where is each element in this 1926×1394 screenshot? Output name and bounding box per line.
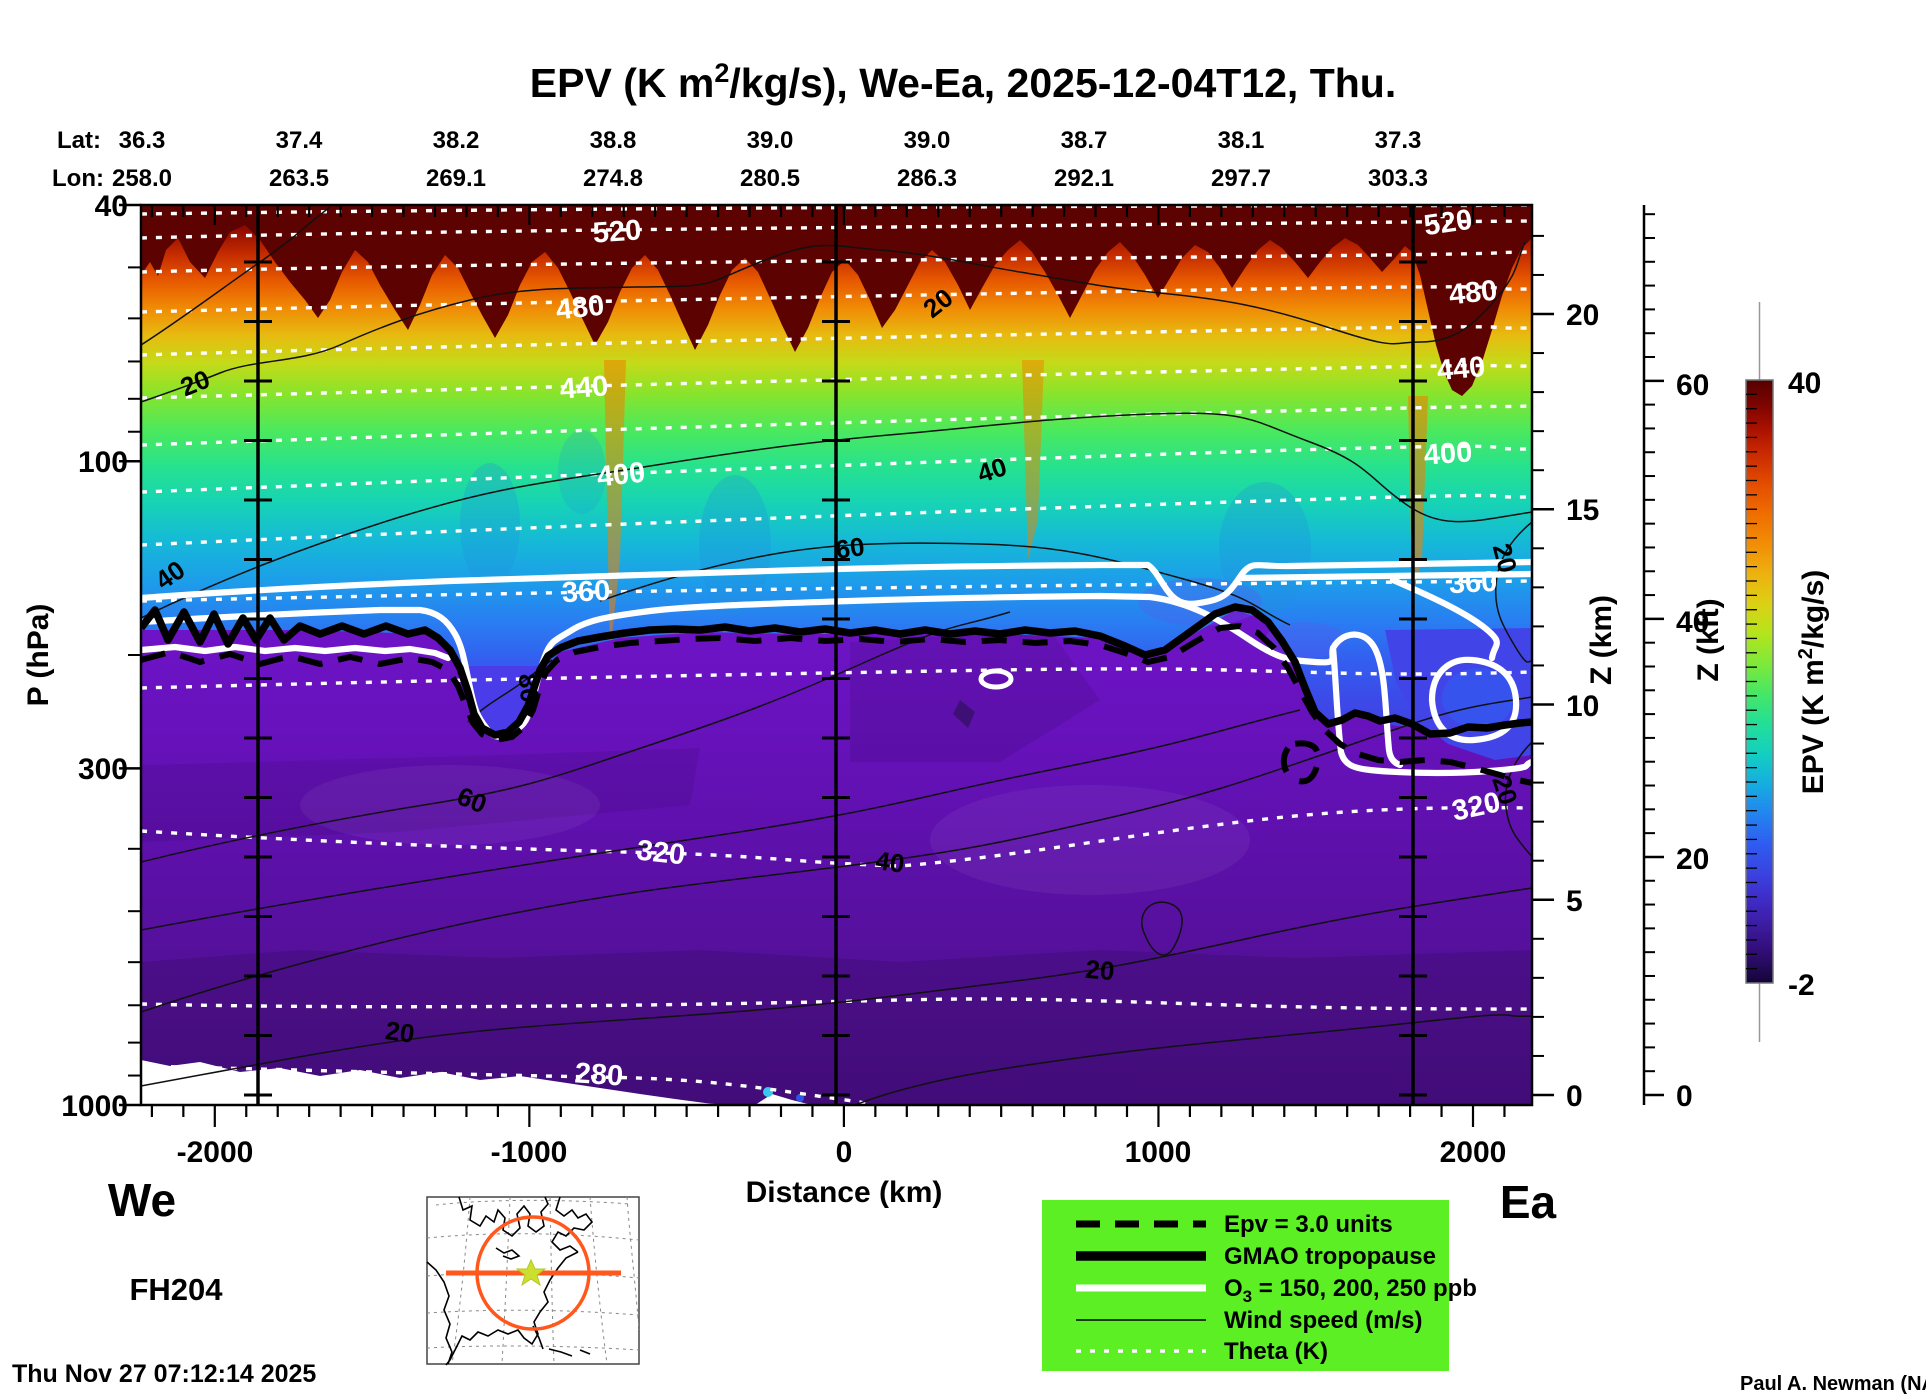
epv3-line [141, 622, 1532, 786]
theta-label: 520 [592, 214, 643, 249]
lat-value: 39.0 [747, 127, 794, 154]
x-axis-title: Distance (km) [746, 1176, 943, 1209]
theta-label: 480 [554, 290, 605, 327]
left-axis-ticks [119, 203, 141, 1107]
p-axis-title: P (hPa) [22, 604, 55, 707]
theta-label: 520 [1422, 204, 1474, 242]
flight-id-label: FH204 [129, 1272, 223, 1307]
x-tick-label: -2000 [177, 1136, 254, 1169]
lon-value: 269.1 [426, 165, 486, 192]
lat-value: 37.3 [1375, 127, 1422, 154]
theta-label: 440 [559, 370, 610, 405]
lat-row-label: Lat: [57, 127, 101, 154]
colorbar-ticks [1746, 393, 1757, 970]
lat-value: 36.3 [119, 127, 166, 154]
east-endpoint-label: Ea [1500, 1176, 1557, 1228]
kft-axis [1642, 205, 1664, 1105]
zkm-tick-label: 10 [1566, 690, 1599, 723]
x-tick-label: -1000 [491, 1136, 568, 1169]
wind-contours [141, 206, 1532, 1105]
lat-value: 37.4 [276, 127, 323, 154]
theta-label: 280 [574, 1057, 625, 1092]
west-endpoint-label: We [108, 1174, 176, 1226]
lon-value: 303.3 [1368, 165, 1428, 192]
map-location-star-icon [515, 1258, 547, 1287]
wind-label: 20 [384, 1015, 417, 1049]
zkft-tick-label: 20 [1676, 843, 1709, 876]
right-axis-kft-labels: 0 20 40 60 Z (kft) [1676, 369, 1725, 1113]
x-tick-label: 1000 [1125, 1136, 1192, 1169]
track-coordinates-header: Lat: 36.3 37.4 38.2 38.8 39.0 39.0 38.7 … [52, 127, 1428, 192]
wind-label: 80 [513, 672, 545, 703]
colorbar: 40 -2 EPV (K m2/kg/s) [1745, 302, 1830, 1042]
lat-value: 38.1 [1218, 127, 1265, 154]
lat-value: 38.7 [1061, 127, 1108, 154]
map-coastlines [426, 1196, 594, 1366]
lon-value: 258.0 [112, 165, 172, 192]
colorbar-min-label: -2 [1788, 969, 1815, 1002]
lon-value: 263.5 [269, 165, 329, 192]
zkft-axis-title: Z (kft) [1692, 598, 1725, 681]
lon-value: 297.7 [1211, 165, 1271, 192]
bottom-axis-labels: -2000 -1000 0 1000 2000 Distance (km) [177, 1136, 1507, 1209]
legend-label-tropopause: GMAO tropopause [1224, 1243, 1436, 1270]
wind-label: 60 [834, 531, 867, 565]
lon-value: 286.3 [897, 165, 957, 192]
x-tick-label: 2000 [1440, 1136, 1507, 1169]
timestamp-label: Thu Nov 27 07:12:14 2025 [12, 1360, 316, 1388]
p-tick-label: 1000 [61, 1090, 128, 1123]
theta-label: 360 [1448, 566, 1498, 600]
credit-label: Paul A. Newman (NASA [1740, 1373, 1926, 1394]
theta-label: 320 [635, 835, 686, 872]
x-tick-label: 0 [836, 1136, 853, 1169]
legend-box: Epv = 3.0 units GMAO tropopause O3 = 150… [1042, 1200, 1477, 1371]
colorbar-max-label: 40 [1788, 367, 1821, 400]
zkft-tick-label: 0 [1676, 1080, 1693, 1113]
legend-label-ozone: O3 = 150, 200, 250 ppb [1224, 1275, 1477, 1306]
zkm-axis-title: Z (km) [1585, 595, 1618, 685]
p-tick-label: 100 [78, 446, 128, 479]
wind-label: 20 [1084, 954, 1115, 986]
lon-value: 274.8 [583, 165, 643, 192]
right-axis-km-labels: 0 5 10 15 20 Z (km) [1566, 299, 1618, 1113]
tropopause-line [141, 603, 1532, 739]
lat-value: 38.2 [433, 127, 480, 154]
legend-label-epv3: Epv = 3.0 units [1224, 1211, 1393, 1238]
lon-value: 280.5 [740, 165, 800, 192]
theta-label: 480 [1447, 275, 1498, 312]
waypoint-marker-lines [256, 205, 1415, 1105]
legend-label-theta: Theta (K) [1224, 1338, 1328, 1365]
zkm-tick-label: 20 [1566, 299, 1599, 332]
contour-layers [141, 205, 1532, 1105]
right-axis-km-ticks [1532, 234, 1554, 1097]
zkft-tick-label: 40 [1676, 606, 1709, 639]
lon-row-label: Lon: [52, 165, 104, 192]
legend-label-wind: Wind speed (m/s) [1224, 1307, 1422, 1334]
zkm-tick-label: 15 [1566, 494, 1599, 527]
theta-contours [141, 205, 1532, 1105]
bottom-axis-ticks [150, 1105, 1506, 1127]
figure-title: EPV (K m2/kg/s), We-Ea, 2025-12-04T12, T… [530, 58, 1396, 106]
p-tick-label: 300 [78, 753, 128, 786]
lat-value: 38.8 [590, 127, 637, 154]
waypoint-marker-ticks [244, 260, 1427, 1097]
theta-label: 400 [595, 457, 646, 494]
lon-value: 292.1 [1054, 165, 1114, 192]
theta-label: 440 [1436, 351, 1487, 387]
theta-label: 360 [561, 575, 611, 609]
wind-label: 40 [874, 845, 907, 879]
left-axis-labels: 40 100 300 1000 P (hPa) [22, 190, 128, 1123]
lat-value: 39.0 [904, 127, 951, 154]
p-tick-label: 40 [95, 190, 128, 223]
top-axis-ticks [150, 205, 1506, 225]
theta-label: 400 [1423, 436, 1474, 471]
zkm-tick-label: 5 [1566, 885, 1583, 918]
colorbar-title: EPV (K m2/kg/s) [1795, 570, 1830, 795]
theta-labels: 520 480 440 400 360 320 280 520 480 440 … [554, 204, 1503, 1093]
zkft-tick-label: 60 [1676, 369, 1709, 402]
zkm-tick-label: 0 [1566, 1080, 1583, 1113]
map-inset [426, 1196, 640, 1366]
